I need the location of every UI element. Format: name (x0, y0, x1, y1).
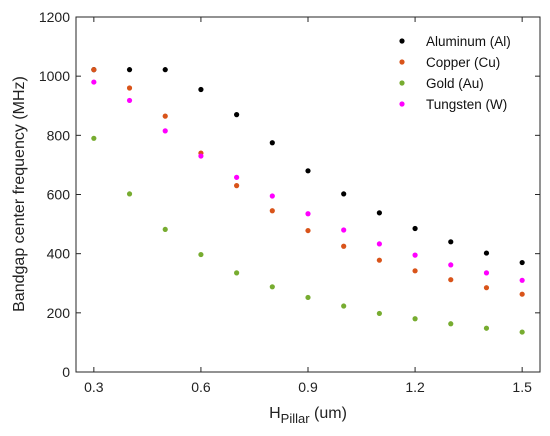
data-point-series-1 (341, 243, 347, 249)
data-point-series-0 (412, 225, 418, 232)
data-point-series-0 (162, 67, 168, 73)
y-tick-label: 600 (47, 187, 71, 203)
y-tick-label: 0 (62, 364, 70, 380)
x-axis-title-unit: (um) (310, 405, 347, 422)
y-tick-label: 400 (47, 246, 71, 262)
data-point-series-3 (412, 252, 418, 258)
legend-marker (399, 38, 405, 44)
data-point-series-1 (519, 291, 525, 297)
x-tick-label: 0.9 (298, 379, 318, 395)
legend-marker (399, 80, 405, 86)
data-point-series-2 (198, 251, 204, 258)
x-tick-label: 1.2 (405, 379, 425, 395)
data-point-series-0 (269, 140, 275, 146)
data-point-series-3 (162, 128, 168, 134)
data-point-series-3 (305, 211, 311, 217)
x-axis-title-subscript: Pillar (281, 411, 311, 426)
x-axis-title: HPillar (um) (269, 405, 347, 426)
data-point-series-0 (448, 239, 454, 245)
data-point-series-0 (376, 210, 382, 216)
x-tick-label: 0.6 (191, 379, 211, 395)
data-point-series-2 (448, 321, 454, 327)
data-point-series-2 (305, 294, 311, 301)
data-point-series-0 (519, 259, 525, 266)
y-axis-title: Bandgap center frequency (MHz) (11, 76, 28, 312)
data-point-series-3 (234, 174, 240, 180)
data-point-series-3 (483, 270, 490, 276)
data-point-series-1 (91, 67, 97, 73)
legend-marker (399, 59, 405, 65)
legend-marker (399, 101, 405, 107)
data-point-series-2 (91, 135, 97, 141)
data-point-series-0 (126, 67, 133, 73)
data-point-series-3 (126, 97, 133, 104)
data-point-series-0 (305, 168, 311, 174)
data-point-series-2 (126, 191, 133, 197)
y-tick-label: 200 (47, 305, 71, 321)
data-point-series-3 (269, 193, 275, 199)
data-points (91, 67, 525, 335)
data-point-series-2 (376, 310, 382, 317)
data-point-series-0 (234, 112, 240, 118)
legend-label: Gold (Au) (426, 76, 484, 91)
data-point-series-3 (376, 241, 382, 247)
data-point-series-2 (519, 329, 525, 335)
data-point-series-2 (483, 325, 490, 331)
legend: Aluminum (Al) Copper (Cu) Gold (Au) Tungste… (399, 34, 511, 112)
axis-ticks: 0.3 0.6 0.9 1.2 1.5 0 200 400 600 800 1000 1200 (39, 9, 540, 395)
legend-label: Tungsten (W) (426, 97, 507, 112)
plot-area (75, 16, 541, 373)
data-point-series-3 (198, 153, 204, 159)
data-point-series-1 (234, 183, 240, 189)
data-point-series-2 (234, 270, 240, 276)
data-point-series-1 (162, 113, 168, 119)
data-point-series-3 (341, 227, 347, 233)
legend-label: Aluminum (Al) (426, 34, 511, 49)
data-point-series-0 (483, 250, 490, 256)
data-point-series-3 (448, 262, 454, 268)
x-axis-title-main: H (269, 405, 281, 422)
y-tick-label: 800 (47, 127, 71, 143)
data-point-series-1 (376, 257, 382, 263)
data-point-series-3 (91, 79, 97, 85)
data-point-series-2 (412, 316, 418, 322)
data-point-series-2 (269, 284, 275, 290)
data-point-series-2 (162, 226, 168, 233)
data-point-series-1 (126, 85, 133, 91)
x-tick-label: 0.3 (84, 379, 104, 395)
data-point-series-3 (519, 277, 525, 283)
data-point-series-0 (198, 86, 204, 93)
y-tick-label: 1200 (39, 9, 70, 25)
x-tick-label: 1.5 (512, 379, 532, 395)
data-point-series-0 (341, 191, 347, 197)
legend-label: Copper (Cu) (426, 55, 500, 70)
y-tick-label: 1000 (39, 68, 70, 84)
data-point-series-1 (412, 268, 418, 274)
data-point-series-1 (483, 285, 490, 291)
data-point-series-1 (269, 208, 275, 214)
data-point-series-1 (448, 277, 454, 283)
data-point-series-2 (341, 303, 347, 309)
data-point-series-1 (305, 227, 311, 234)
